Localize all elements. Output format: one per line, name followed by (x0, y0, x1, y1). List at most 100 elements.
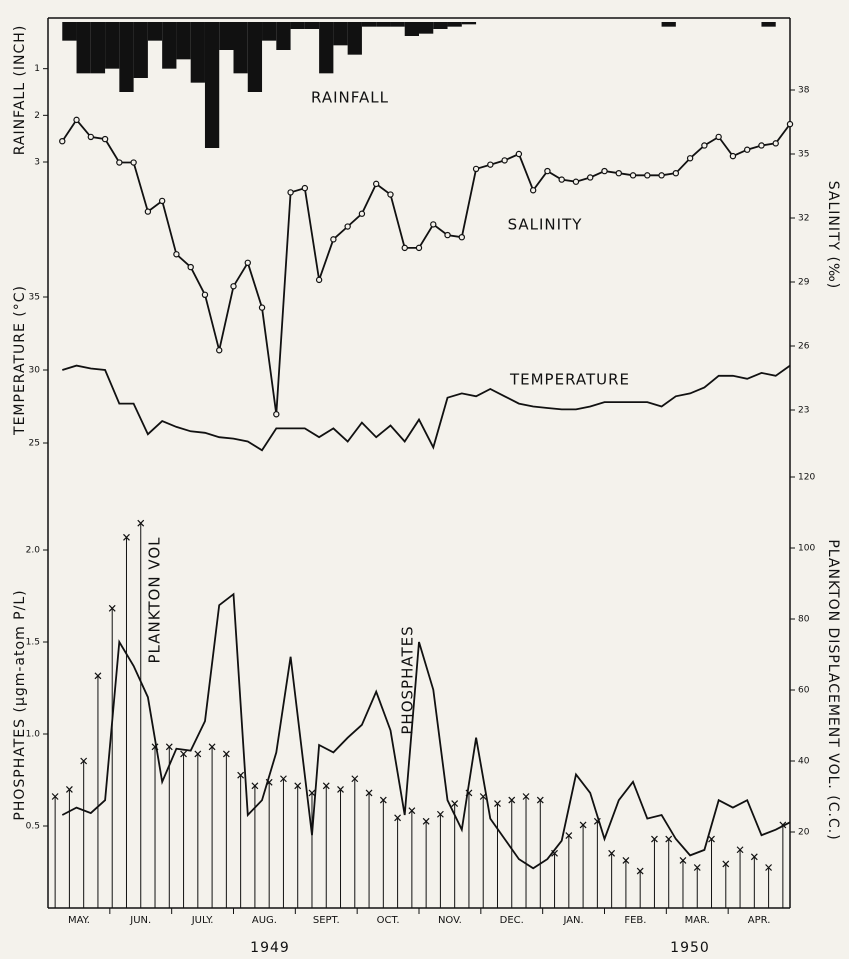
stem-marker (579, 821, 587, 829)
y-tick-label: 30 (29, 366, 41, 376)
bar (233, 22, 248, 74)
series-label: PHOSPHATES (399, 625, 417, 734)
bar (176, 22, 191, 60)
point (686, 155, 694, 162)
point (158, 197, 166, 205)
x-tick-label: SEPT. (313, 915, 340, 926)
y-tick-label: 35 (29, 293, 40, 303)
y-axis-label: PLANKTON DISPLACEMENT VOL. (C.C.) (825, 539, 841, 840)
y-tick-label: 2 (34, 111, 40, 121)
point (658, 172, 665, 179)
x-tick-label: AUG. (252, 915, 277, 926)
bar (404, 22, 419, 36)
point (144, 208, 152, 215)
series-label: RAINFALL (311, 89, 389, 107)
point (173, 251, 180, 258)
bar (247, 22, 263, 92)
line (61, 118, 791, 415)
bar (319, 22, 334, 74)
y-tick-label: 20 (798, 828, 810, 838)
series-label: SALINITY (508, 216, 583, 234)
point (672, 169, 680, 177)
bar (390, 22, 405, 27)
bar (219, 22, 234, 50)
y-tick-label: 32 (798, 214, 809, 224)
stem-marker (65, 785, 73, 793)
point (287, 189, 294, 196)
bar (433, 22, 448, 29)
stem-marker (165, 743, 173, 751)
stem-marker (708, 835, 715, 843)
y-tick-label: 1.0 (26, 730, 41, 740)
stem-marker (351, 775, 359, 783)
y-tick-label: 0.5 (26, 822, 40, 832)
point (187, 263, 194, 271)
point (372, 180, 380, 188)
x-tick-label: NOV. (438, 915, 462, 926)
y-tick-label: 40 (798, 757, 810, 767)
x-tick-label: APR. (748, 915, 771, 926)
x-tick-label: DEC. (500, 915, 524, 926)
bar (262, 22, 277, 41)
stem-marker (722, 860, 730, 868)
stem-marker (137, 519, 145, 527)
y-axis-label: PHOSPHATES (µgm-atom P/L) (12, 589, 28, 820)
stem-marker (294, 782, 302, 790)
y-axis-label: SALINITY (‰) (825, 181, 841, 290)
year-label: 1950 (670, 940, 710, 956)
stem-marker (408, 807, 416, 815)
bar (761, 22, 776, 27)
stem-marker (180, 750, 187, 758)
stem-marker (750, 853, 758, 861)
stem-marker (237, 771, 245, 779)
point (101, 135, 109, 143)
stem-marker (565, 832, 573, 839)
point (743, 146, 751, 153)
stem-marker (394, 814, 402, 822)
point (629, 172, 637, 179)
point (444, 231, 451, 239)
x-tick-label: MAR. (685, 915, 710, 926)
bar (204, 22, 220, 148)
bar (133, 22, 148, 78)
stem-marker (108, 604, 116, 612)
point (572, 178, 580, 185)
stem-marker (665, 835, 673, 843)
point (201, 291, 209, 298)
bar (419, 22, 434, 34)
y-tick-label: 38 (798, 86, 810, 96)
stem-marker (308, 789, 316, 797)
point (587, 174, 594, 181)
point (415, 244, 423, 252)
stem-marker (608, 849, 616, 857)
y-tick-label: 2.0 (26, 546, 41, 556)
stem-marker (80, 757, 88, 765)
bar (119, 22, 134, 92)
y-axis-label: TEMPERATURE (°C) (12, 285, 28, 436)
point (216, 347, 223, 354)
x-tick-label: OCT. (377, 915, 400, 926)
bar (62, 22, 77, 41)
bar (461, 22, 477, 25)
bar (447, 22, 462, 27)
stem-marker (51, 793, 59, 800)
stem-marker (280, 775, 287, 783)
point (344, 223, 351, 230)
bar (333, 22, 348, 46)
y-tick-label: 1 (34, 64, 40, 74)
stem-marker (651, 835, 658, 843)
point (786, 120, 794, 128)
stem-marker (536, 796, 544, 804)
bar (304, 22, 320, 29)
stem-marker (508, 796, 516, 804)
bar (661, 22, 676, 27)
y-tick-label: 120 (798, 473, 815, 483)
point (729, 152, 737, 160)
stem-marker (123, 533, 130, 541)
x-tick-label: MAY. (68, 915, 90, 926)
stem-marker (379, 796, 387, 804)
point (515, 150, 523, 158)
bar (147, 22, 163, 41)
y-tick-label: 25 (29, 439, 40, 449)
